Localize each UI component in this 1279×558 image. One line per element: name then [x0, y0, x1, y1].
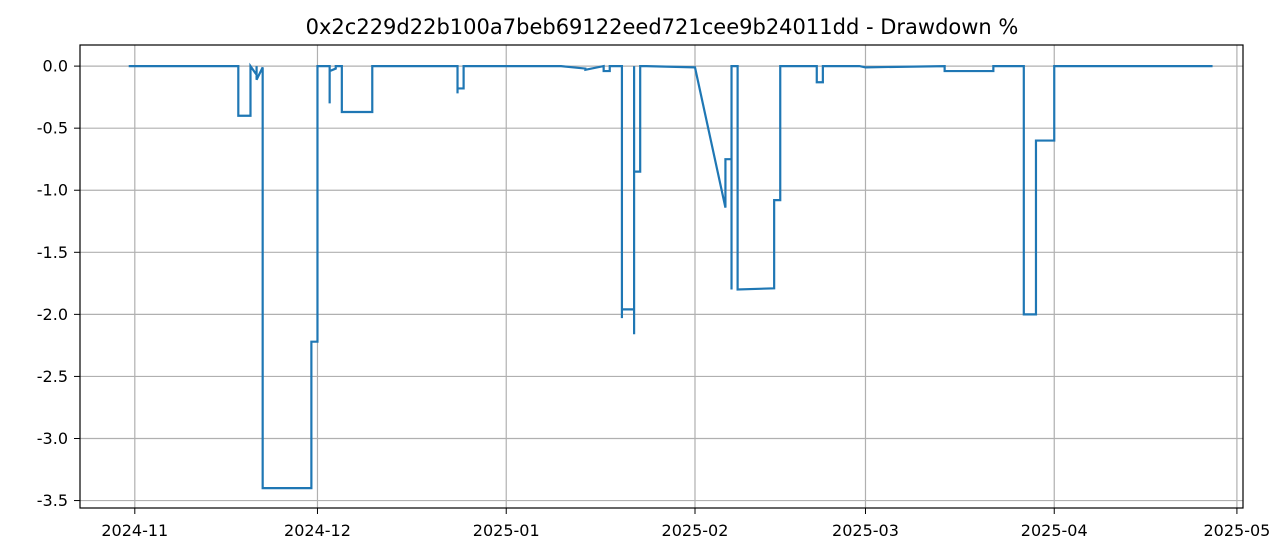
x-tick-label: 2025-01 [473, 521, 540, 540]
x-axis-ticks: 2024-11 2024-12 2025-01 2025-02 2025-03 2025-… [101, 508, 1270, 540]
y-tick-label: -3.5 [37, 491, 68, 510]
x-tick-label: 2024-12 [284, 521, 351, 540]
y-tick-label: -1.5 [37, 243, 68, 262]
x-tick-label: 2025-05 [1203, 521, 1270, 540]
plot-frame [79, 44, 1244, 509]
x-tick-label: 2025-02 [662, 521, 729, 540]
y-tick-label: -2.5 [37, 367, 68, 386]
drawdown-series-line [128, 62, 1213, 490]
y-axis-ticks: 0.0 -0.5 -1.0 -1.5 -2.0 -2.5 -3.0 -3.5 [37, 57, 80, 510]
y-tick-label: -1.0 [37, 181, 68, 200]
y-tick-label: 0.0 [43, 57, 68, 76]
y-tick-label: -0.5 [37, 119, 68, 138]
x-tick-label: 2025-04 [1021, 521, 1088, 540]
y-tick-label: -3.0 [37, 429, 68, 448]
chart-title: 0x2c229d22b100a7beb69122eed721cee9b24011… [306, 15, 1019, 39]
x-tick-label: 2024-11 [101, 521, 168, 540]
x-tick-label: 2025-03 [832, 521, 899, 540]
y-tick-label: -2.0 [37, 305, 68, 324]
series-layer [128, 62, 1213, 490]
y-gridlines [80, 65, 1243, 502]
